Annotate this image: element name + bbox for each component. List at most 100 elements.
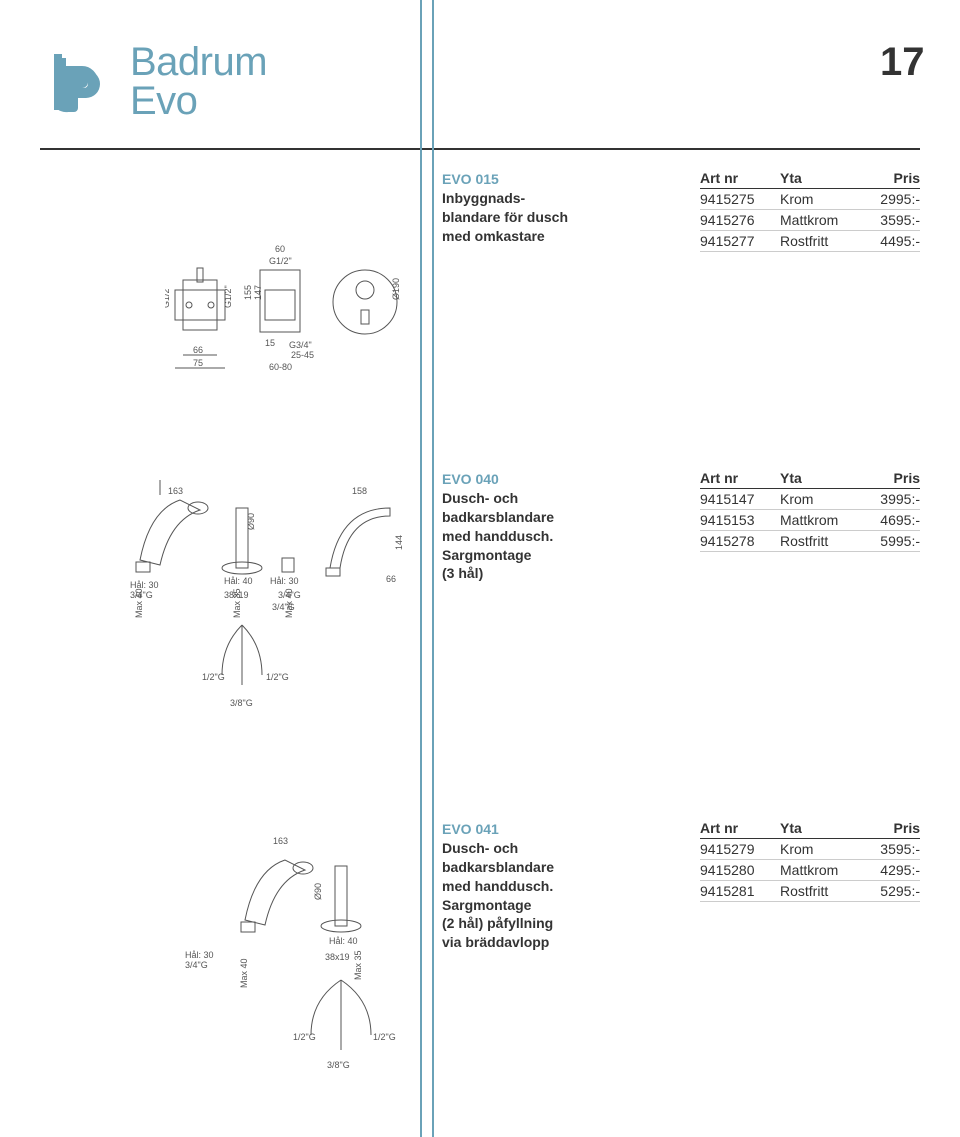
svg-text:66: 66 — [386, 574, 396, 584]
svg-text:147: 147 — [253, 285, 263, 300]
table-row: 9415153 Mattkrom 4695:- — [700, 510, 920, 531]
product-desc-line: med handdusch. — [442, 877, 700, 896]
cell-art: 9415147 — [700, 491, 780, 507]
product-block-2: EVO 040 Dusch- och badkarsblandare med h… — [442, 470, 700, 583]
svg-text:Ø90: Ø90 — [313, 883, 323, 900]
product-code: EVO 015 — [442, 170, 700, 189]
cell-pris: 4295:- — [860, 862, 920, 878]
svg-text:163: 163 — [168, 486, 183, 496]
product-desc-line: blandare för dusch — [442, 208, 700, 227]
cell-art: 9415281 — [700, 883, 780, 899]
cell-pris: 5295:- — [860, 883, 920, 899]
svg-text:144: 144 — [394, 535, 404, 550]
th-art: Art nr — [700, 820, 780, 836]
product-desc-line: badkarsblandare — [442, 858, 700, 877]
product-desc-line: (3 hål) — [442, 564, 700, 583]
product-desc-line: med omkastare — [442, 227, 700, 246]
cell-art: 9415280 — [700, 862, 780, 878]
svg-text:Ø190: Ø190 — [391, 278, 401, 300]
table-row: 9415147 Krom 3995:- — [700, 489, 920, 510]
cell-yta: Mattkrom — [780, 512, 860, 528]
title-line-2: Evo — [130, 79, 267, 124]
svg-text:38x19: 38x19 — [325, 952, 350, 962]
product-desc-line: Dusch- och — [442, 489, 700, 508]
th-pris: Pris — [860, 170, 920, 186]
cell-yta: Mattkrom — [780, 212, 860, 228]
th-yta: Yta — [780, 170, 860, 186]
svg-text:3/4"G: 3/4"G — [185, 960, 208, 970]
vertical-rule-2 — [432, 0, 434, 1137]
table-row: 9415280 Mattkrom 4295:- — [700, 860, 920, 881]
svg-text:Max 40: Max 40 — [284, 588, 294, 618]
th-yta: Yta — [780, 820, 860, 836]
svg-text:25-45: 25-45 — [291, 350, 314, 360]
svg-text:3/8"G: 3/8"G — [230, 698, 253, 708]
product-block-3: EVO 041 Dusch- och badkarsblandare med h… — [442, 820, 700, 952]
table-row: 9415279 Krom 3595:- — [700, 839, 920, 860]
svg-text:60: 60 — [275, 244, 285, 254]
product-code: EVO 040 — [442, 470, 700, 489]
svg-text:Hål: 40: Hål: 40 — [329, 936, 358, 946]
th-pris: Pris — [860, 820, 920, 836]
svg-text:Max 35: Max 35 — [232, 588, 242, 618]
svg-text:1/2"G: 1/2"G — [293, 1032, 316, 1042]
cell-art: 9415275 — [700, 191, 780, 207]
cell-yta: Krom — [780, 191, 860, 207]
page-number: 17 — [880, 40, 925, 85]
diagram-evo015: G1/2" G1/2" 66 75 60 G1/2" 155 147 15 G3… — [165, 240, 415, 400]
svg-text:Hål: 40: Hål: 40 — [224, 576, 253, 586]
svg-text:Max 40: Max 40 — [239, 958, 249, 988]
cell-pris: 2995:- — [860, 191, 920, 207]
svg-text:G1/2": G1/2" — [165, 285, 171, 308]
svg-text:1/2"G: 1/2"G — [373, 1032, 396, 1042]
table-row: 9415275 Krom 2995:- — [700, 189, 920, 210]
cell-pris: 3995:- — [860, 491, 920, 507]
cell-pris: 4495:- — [860, 233, 920, 249]
svg-text:Hål: 30: Hål: 30 — [185, 950, 214, 960]
cell-art: 9415277 — [700, 233, 780, 249]
cell-yta: Krom — [780, 841, 860, 857]
product-desc-line: Sargmontage — [442, 546, 700, 565]
svg-text:G1/2": G1/2" — [269, 256, 292, 266]
svg-text:66: 66 — [193, 345, 203, 355]
cell-art: 9415153 — [700, 512, 780, 528]
svg-text:15: 15 — [265, 338, 275, 348]
product-block-1: EVO 015 Inbyggnads- blandare för dusch m… — [442, 170, 700, 246]
product-desc-line: via bräddavlopp — [442, 933, 700, 952]
svg-text:155: 155 — [243, 285, 253, 300]
svg-text:Max 35: Max 35 — [353, 950, 363, 980]
price-table-3: Art nr Yta Pris 9415279 Krom 3595:- 9415… — [700, 820, 920, 902]
diagram-evo040: 163 Hål: 30 3/4"G Max 40 Hål: 40 38x19 Ø… — [130, 480, 420, 740]
svg-text:158: 158 — [352, 486, 367, 496]
cell-yta: Rostfritt — [780, 883, 860, 899]
svg-text:1/2"G: 1/2"G — [202, 672, 225, 682]
cell-art: 9415279 — [700, 841, 780, 857]
product-desc-line: (2 hål) påfyllning — [442, 914, 700, 933]
th-art: Art nr — [700, 170, 780, 186]
vertical-rule-1 — [420, 0, 422, 1137]
product-desc-line: Sargmontage — [442, 896, 700, 915]
svg-text:163: 163 — [273, 836, 288, 846]
table-row: 9415277 Rostfritt 4495:- — [700, 231, 920, 252]
table-row: 9415278 Rostfritt 5995:- — [700, 531, 920, 552]
cell-art: 9415278 — [700, 533, 780, 549]
cell-art: 9415276 — [700, 212, 780, 228]
cell-pris: 3595:- — [860, 212, 920, 228]
cell-pris: 5995:- — [860, 533, 920, 549]
th-pris: Pris — [860, 470, 920, 486]
th-yta: Yta — [780, 470, 860, 486]
svg-text:Hål: 30: Hål: 30 — [270, 576, 299, 586]
cell-yta: Rostfritt — [780, 233, 860, 249]
table-row: 9415276 Mattkrom 3595:- — [700, 210, 920, 231]
svg-text:G1/2": G1/2" — [223, 285, 233, 308]
brand-logo — [40, 48, 110, 123]
product-desc-line: badkarsblandare — [442, 508, 700, 527]
cell-pris: 4695:- — [860, 512, 920, 528]
cell-yta: Rostfritt — [780, 533, 860, 549]
svg-text:Max 40: Max 40 — [134, 588, 144, 618]
th-art: Art nr — [700, 470, 780, 486]
svg-text:75: 75 — [193, 358, 203, 368]
svg-text:60-80: 60-80 — [269, 362, 292, 372]
product-desc-line: Inbyggnads- — [442, 189, 700, 208]
product-desc-line: med handdusch. — [442, 527, 700, 546]
